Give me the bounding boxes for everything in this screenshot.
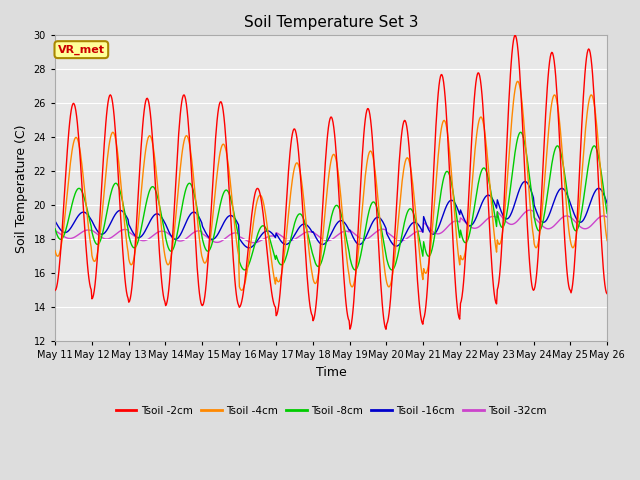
Text: VR_met: VR_met (58, 45, 105, 55)
Y-axis label: Soil Temperature (C): Soil Temperature (C) (15, 124, 28, 252)
Legend: Tsoil -2cm, Tsoil -4cm, Tsoil -8cm, Tsoil -16cm, Tsoil -32cm: Tsoil -2cm, Tsoil -4cm, Tsoil -8cm, Tsoi… (111, 402, 551, 420)
X-axis label: Time: Time (316, 366, 346, 379)
Title: Soil Temperature Set 3: Soil Temperature Set 3 (244, 15, 419, 30)
